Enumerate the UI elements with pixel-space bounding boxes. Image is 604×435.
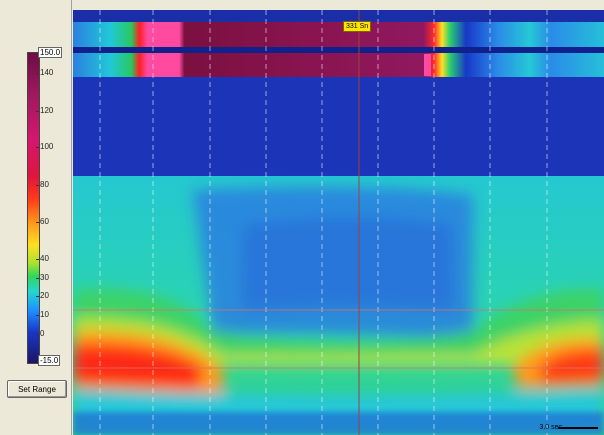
scale-tick-label: 80 xyxy=(36,180,68,190)
colorbar-panel: 150.0 140 120 100 80 60 40 30 20 10 0 -1… xyxy=(0,0,72,435)
time-marker-label[interactable]: 331 Sn xyxy=(343,21,372,32)
color-scale-bar xyxy=(27,52,40,364)
scale-tick-label: 30 xyxy=(36,273,68,283)
scale-tick-label: 40 xyxy=(36,254,68,264)
scale-tick-label: 120 xyxy=(36,106,68,116)
set-range-button[interactable]: Set Range xyxy=(7,380,67,398)
range-min-field[interactable]: -15.0 xyxy=(38,355,61,366)
time-scale-bar xyxy=(558,427,598,429)
scale-tick-label: 140 xyxy=(36,68,68,78)
pressure-plot[interactable]: 331 Sn 3.0 sec xyxy=(73,10,604,435)
scale-tick-label: 100 xyxy=(36,142,68,152)
plot-canvas xyxy=(73,10,604,435)
scale-tick-label: 10 xyxy=(36,310,68,320)
scale-tick-label: 20 xyxy=(36,291,68,301)
time-scale-label: 3.0 sec xyxy=(539,424,562,431)
range-max-field[interactable]: 150.0 xyxy=(38,47,63,58)
scale-tick-label: 0 xyxy=(36,329,68,339)
scale-tick-label: 60 xyxy=(36,217,68,227)
